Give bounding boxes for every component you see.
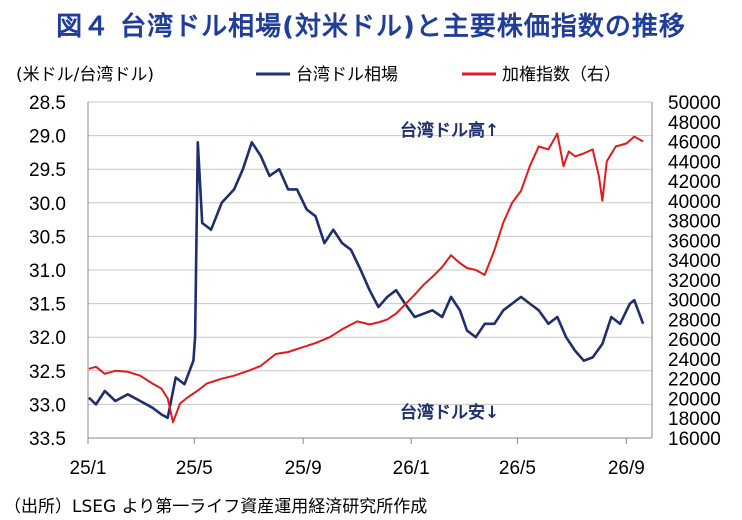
left-tick-label: 32.0	[29, 328, 66, 349]
left-axis-ticks: 28.5 29.0 29.5 30.0 30.5 31.0 31.5 32.0 32.5 33.0…	[29, 93, 66, 450]
right-tick-label: 50000	[668, 93, 721, 114]
left-tick-label: 29.5	[29, 160, 66, 181]
right-tick-label: 34000	[668, 251, 721, 272]
x-tick-label: 26/5	[499, 458, 536, 479]
right-tick-label: 20000	[668, 389, 721, 410]
right-tick-label: 18000	[668, 409, 721, 430]
source-note: （出所）LSEG より第一ライフ資産運用経済研究所作成	[4, 497, 428, 517]
right-tick-label: 28000	[668, 310, 721, 331]
left-axis-label: (米ドル/台湾ドル)	[16, 65, 154, 85]
annotation-appreciation: 台湾ドル高↑	[400, 120, 499, 141]
legend: 台湾ドル相場 加権指数（右）	[256, 65, 621, 85]
right-tick-label: 48000	[668, 113, 721, 134]
right-tick-label: 30000	[668, 291, 721, 312]
x-tick-label: 26/9	[608, 458, 645, 479]
left-tick-label: 31.0	[29, 261, 66, 282]
right-tick-label: 38000	[668, 212, 721, 233]
left-tick-label: 31.5	[29, 295, 66, 316]
right-axis-ticks: 5000048000460004400042000400003800036000…	[668, 93, 721, 450]
left-tick-label: 33.5	[29, 429, 66, 450]
x-tick-label: 26/1	[393, 458, 430, 479]
left-tick-label: 30.0	[29, 194, 66, 215]
legend-label-rate: 台湾ドル相場	[296, 65, 398, 85]
right-tick-label: 42000	[668, 172, 721, 193]
legend-label-index: 加権指数（右）	[502, 65, 621, 85]
right-tick-label: 40000	[668, 192, 721, 213]
right-tick-label: 44000	[668, 152, 721, 173]
chart-title: 図４ 台湾ドル相場(対米ドル)と主要株価指数の推移	[56, 12, 686, 42]
left-tick-label: 30.5	[29, 227, 66, 248]
axes	[87, 102, 653, 439]
x-axis-ticks: 25/1 25/5 25/9 26/1 26/5 26/9	[70, 438, 645, 479]
series-lines	[88, 132, 645, 424]
left-tick-label: 28.5	[29, 93, 66, 114]
right-tick-label: 36000	[668, 231, 721, 252]
annotation-depreciation: 台湾ドル安↓	[400, 402, 499, 423]
left-tick-label: 29.0	[29, 127, 66, 148]
x-tick-label: 25/9	[285, 458, 322, 479]
series-line-taiex	[88, 132, 644, 424]
x-tick-label: 25/5	[176, 458, 213, 479]
x-tick-label: 25/1	[70, 458, 107, 479]
right-tick-label: 24000	[668, 350, 721, 371]
right-tick-label: 26000	[668, 330, 721, 351]
left-tick-label: 32.5	[29, 362, 66, 383]
right-tick-label: 32000	[668, 271, 721, 292]
left-tick-label: 33.0	[29, 395, 66, 416]
right-tick-label: 46000	[668, 133, 721, 154]
series-line-twd-rate	[88, 141, 645, 420]
right-tick-label: 22000	[668, 370, 721, 391]
right-tick-label: 16000	[668, 429, 721, 450]
